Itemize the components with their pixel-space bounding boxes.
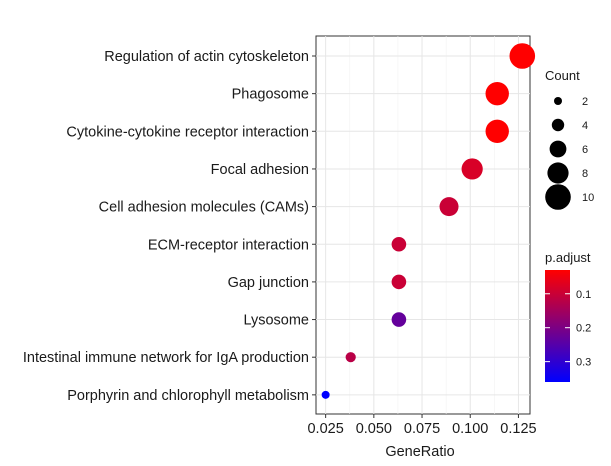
data-point [321,390,330,399]
size-legend-label: 2 [582,96,588,108]
x-tick-label: 0.100 [452,421,488,437]
grid [316,36,530,414]
colorbar-tick-label: 0.3 [576,357,591,369]
size-legend-title: Count [545,68,580,83]
data-point [509,43,536,69]
size-legend-label: 4 [582,120,588,132]
y-tick-label: Focal adhesion [211,162,309,178]
size-legend-key [554,97,562,105]
colorbar-tick-label: 0.1 [576,289,591,301]
y-tick-label: ECM-receptor interaction [148,237,309,253]
y-tick-label: Intestinal immune network for IgA produc… [23,350,309,366]
size-legend-label: 6 [582,144,588,156]
color-legend-ticks: 0.1 0.2 0.3 [545,289,591,369]
color-legend: p.adjust 0.1 0.2 0.3 [545,250,591,382]
size-legend-key [551,118,565,132]
y-tick-label: Lysosome [243,313,309,329]
y-tick-label: Cell adhesion molecules (CAMs) [99,200,309,216]
size-legend: Count 2 4 6 8 10 [545,68,594,210]
data-point [345,352,356,363]
y-tick-label: Gap junction [228,275,309,291]
size-legend-key [549,140,567,158]
size-legend-label: 8 [582,168,588,180]
size-legend-key [545,184,571,210]
x-tick-label: 0.025 [307,421,343,437]
data-point [439,197,459,217]
x-tick-label: 0.075 [404,421,440,437]
size-legend-label: 10 [582,192,594,204]
size-legend-key [547,162,569,184]
y-axis: Regulation of actin cytoskeleton Phagosom… [23,49,316,404]
y-tick-label: Porphyrin and chlorophyll metabolism [67,388,309,404]
color-legend-colorbar [545,270,570,382]
points [321,43,536,399]
data-point [391,312,407,327]
y-tick-label: Phagosome [232,87,309,103]
data-point [461,158,483,180]
y-tick-label: Regulation of actin cytoskeleton [104,49,309,65]
y-tick-label: Cytokine-cytokine receptor interaction [66,124,309,140]
x-tick-label: 0.050 [356,421,392,437]
x-axis: 0.025 0.050 0.075 0.100 0.125 [307,414,537,437]
data-point [391,236,407,252]
x-axis-title: GeneRatio [385,444,454,460]
size-legend-items: 2 4 6 8 10 [545,96,594,210]
data-point [485,81,509,106]
colorbar-tick-label: 0.2 [576,323,591,335]
color-legend-title: p.adjust [545,250,591,265]
data-point [485,119,509,143]
x-tick-label: 0.125 [500,421,536,437]
data-point [391,274,407,290]
